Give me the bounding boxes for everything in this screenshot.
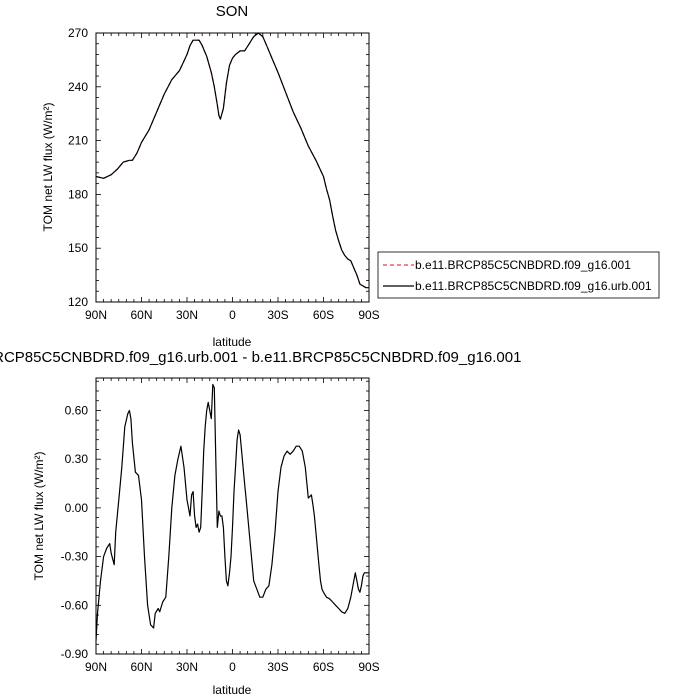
bottom-x-tick-label: 0 (229, 660, 236, 674)
bottom-chart-title: b.e11.BRCP85C5CNBDRD.f09_g16.urb.001 - b… (0, 349, 521, 366)
bottom-series-lines (95, 383, 369, 642)
bottom-chart: b.e11.BRCP85C5CNBDRD.f09_g16.urb.001 - b… (0, 349, 521, 697)
top-series-line-1 (95, 32, 369, 289)
bottom-x-tick-label: 90S (358, 660, 379, 674)
bottom-y-tick-label: 0.00 (65, 501, 89, 515)
top-x-tick-label: 90S (358, 308, 379, 322)
bottom-x-axis-label: latitude (213, 683, 252, 697)
bottom-x-tick-label: 60N (130, 660, 152, 674)
bottom-y-tick-label: -0.60 (61, 598, 89, 612)
top-series-line-2 (95, 32, 369, 289)
bottom-x-tick-label: 90N (85, 660, 107, 674)
bottom-y-axis-label: TOM net LW flux (W/m²) (32, 452, 46, 581)
top-y-tick-label: 150 (68, 241, 88, 255)
bottom-x-tick-label: 30S (267, 660, 288, 674)
top-x-axis-label: latitude (213, 335, 252, 349)
top-y-tick-label: 240 (68, 80, 88, 94)
top-chart: SON 90N 60N 30N 0 30S 60S 90S 120 150 180 210 240 2… (41, 3, 380, 349)
top-y-tick-label: 270 (68, 26, 88, 40)
bottom-x-tick-label: 60S (313, 660, 334, 674)
top-x-tick-label: 30S (267, 308, 288, 322)
legend-box (377, 251, 660, 299)
top-x-tick-label: 60S (313, 308, 334, 322)
bottom-y-ticks: -0.90 -0.60 -0.30 0.00 0.30 0.60 (61, 380, 369, 661)
bottom-x-ticks: 90N 60N 30N 0 30S 60S 90S (85, 378, 380, 674)
legend: b.e11.BRCP85C5CNBDRD.f09_g16.001 b.e11.B… (377, 251, 660, 299)
bottom-y-tick-label: -0.90 (61, 647, 89, 661)
top-x-tick-label: 90N (85, 308, 107, 322)
top-y-tick-label: 180 (68, 187, 88, 201)
bottom-y-tick-label: -0.30 (61, 550, 89, 564)
top-x-tick-label: 0 (229, 308, 236, 322)
top-x-ticks: 90N 60N 30N 0 30S 60S 90S (85, 33, 380, 322)
top-plot-frame (95, 32, 370, 303)
top-x-tick-label: 60N (130, 308, 152, 322)
legend-entry-1: b.e11.BRCP85C5CNBDRD.f09_g16.001 (415, 258, 631, 272)
legend-entry-2: b.e11.BRCP85C5CNBDRD.f09_g16.urb.001 (415, 279, 652, 293)
bottom-y-tick-label: 0.30 (65, 452, 89, 466)
top-series-lines (95, 32, 369, 289)
top-chart-title: SON (216, 3, 249, 20)
bottom-x-tick-label: 30N (176, 660, 198, 674)
bottom-series-line-1 (95, 383, 369, 642)
top-y-tick-label: 120 (68, 295, 88, 309)
top-x-tick-label: 30N (176, 308, 198, 322)
bottom-y-tick-label: 0.60 (65, 403, 89, 417)
top-y-ticks: 120 150 180 210 240 270 (68, 26, 369, 309)
top-y-axis-label: TOM net LW flux (W/m²) (41, 103, 55, 232)
top-y-tick-label: 210 (68, 134, 88, 148)
